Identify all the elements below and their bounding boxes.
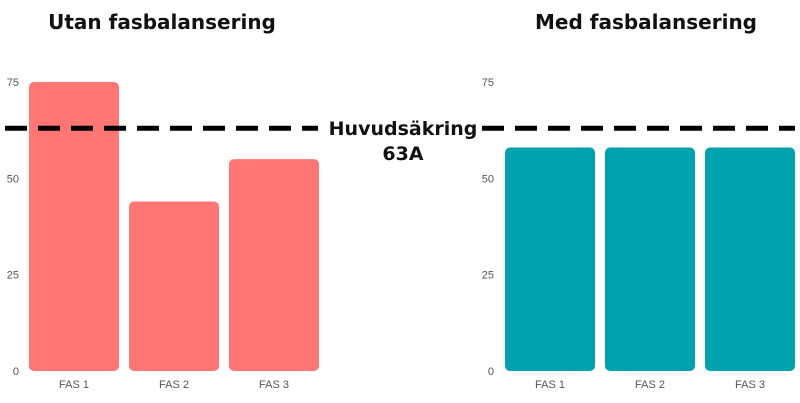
y-tick-label: 50 bbox=[7, 173, 19, 185]
bar-fas-3 bbox=[705, 147, 795, 371]
chart-panel-1: Utan fasbalansering 0 25 50 75 FAS 1 FAS 2 FAS … bbox=[7, 10, 319, 391]
x-tick-label: FAS 2 bbox=[635, 379, 665, 391]
bar-fas-2 bbox=[605, 147, 695, 371]
bar-fas-2 bbox=[129, 201, 219, 371]
y-tick-label: 0 bbox=[488, 366, 494, 378]
x-tick-label: FAS 1 bbox=[59, 379, 89, 391]
y-tick-label: 0 bbox=[13, 366, 19, 378]
x-tick-label: FAS 3 bbox=[735, 379, 765, 391]
y-tick-label: 75 bbox=[482, 77, 494, 89]
chart-title: Utan fasbalansering bbox=[48, 10, 276, 34]
y-tick-label: 25 bbox=[482, 270, 494, 282]
chart-panel-2: Med fasbalansering 0 25 50 75 FAS 1 FAS 2 FAS 3 bbox=[482, 10, 795, 391]
x-tick-label: FAS 3 bbox=[259, 379, 289, 391]
main-fuse-label: Huvudsäkring bbox=[329, 118, 478, 140]
main-fuse-rating: 63A bbox=[382, 143, 423, 165]
y-tick-label: 50 bbox=[482, 173, 494, 185]
chart-title: Med fasbalansering bbox=[535, 10, 757, 34]
y-tick-label: 25 bbox=[7, 270, 19, 282]
bar-fas-3 bbox=[229, 159, 319, 371]
y-tick-label: 75 bbox=[7, 77, 19, 89]
x-tick-label: FAS 2 bbox=[159, 379, 189, 391]
x-tick-label: FAS 1 bbox=[535, 379, 565, 391]
bar-fas-1 bbox=[29, 82, 119, 371]
bar-fas-1 bbox=[505, 147, 595, 371]
